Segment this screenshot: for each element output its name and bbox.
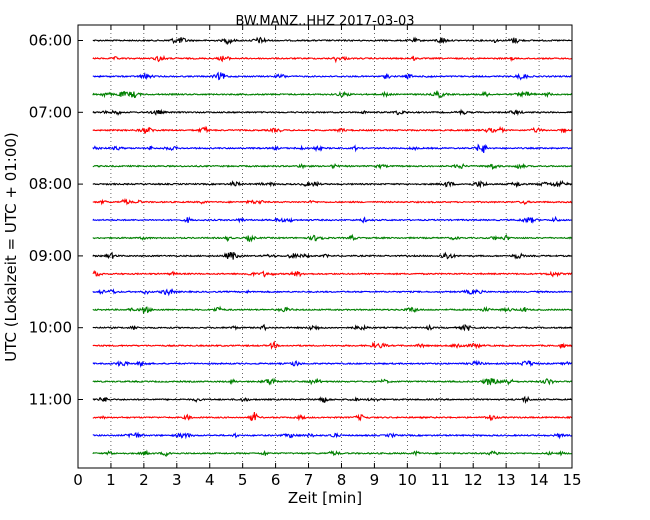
trace-0945 [92,305,573,315]
y-tick-labels: 06:00 07:00 08:00 09:00 10:00 11:00 [29,32,72,409]
x-axis-label: Zeit [min] [288,489,362,507]
y-tick-label: 07:00 [29,103,72,121]
x-tick-label: 13 [497,471,516,489]
y-axis-label: UTC (Lokalzeit = UTC + 01:00) [2,132,20,362]
trace-1115 [92,411,573,422]
trace-1015 [92,340,573,350]
trace-1130 [92,431,573,440]
trace-1045 [92,377,573,386]
trace-0930 [92,288,573,297]
x-tick-label: 11 [431,471,450,489]
x-tick-label: 14 [530,471,549,489]
x-tick-label: 7 [304,471,314,489]
trace-0730 [92,143,573,153]
x-tick-label: 10 [398,471,417,489]
x-tick-label: 0 [73,471,83,489]
x-tick-label: 15 [562,471,581,489]
y-tick-label: 10:00 [29,319,72,337]
axis-ticks [77,25,573,468]
x-tick-label: 1 [106,471,116,489]
trace-0915 [92,269,573,278]
y-tick-label: 11:00 [29,391,72,409]
trace-1000 [92,323,573,332]
trace-0800 [92,179,573,189]
trace-0615 [92,54,573,64]
trace-0700 [92,108,573,117]
x-tick-label: 2 [139,471,149,489]
trace-0815 [92,197,573,206]
trace-1145 [92,449,573,457]
x-tick-label: 9 [370,471,380,489]
trace-1030 [92,359,573,369]
trace-0830 [92,215,573,224]
trace-0600 [92,36,573,46]
x-tick-label: 5 [238,471,248,489]
trace-0845 [92,233,573,243]
trace-0715 [92,125,573,134]
plot-frame [77,24,573,469]
trace-0745 [92,162,573,170]
chart-title: BW.MANZ..HHZ 2017-03-03 [235,14,414,29]
trace-0900 [92,251,573,260]
y-tick-label: 08:00 [29,175,72,193]
x-tick-labels: 0 1 2 3 4 5 6 7 8 9 10 11 12 13 14 15 [73,471,581,489]
trace-0630 [92,71,573,81]
y-tick-label: 09:00 [29,247,72,265]
seismic-traces [92,36,573,457]
x-tick-label: 4 [205,471,215,489]
x-tick-label: 12 [464,471,483,489]
trace-1100 [92,395,573,404]
trace-0645 [92,90,573,99]
x-tick-label: 8 [337,471,347,489]
x-tick-label: 3 [172,471,182,489]
y-tick-label: 06:00 [29,32,72,50]
x-tick-label: 6 [271,471,281,489]
